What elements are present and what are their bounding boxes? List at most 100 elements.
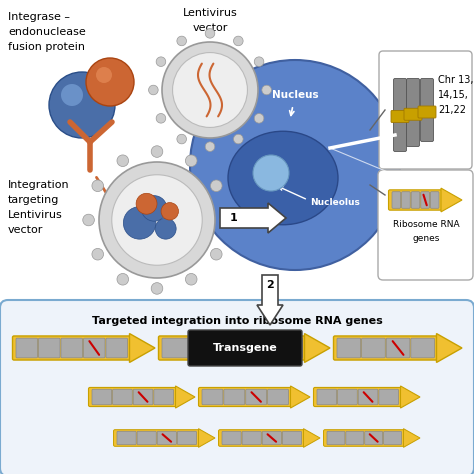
FancyBboxPatch shape [113, 429, 200, 447]
Circle shape [155, 218, 176, 239]
FancyBboxPatch shape [365, 431, 383, 445]
Text: Transgene: Transgene [213, 343, 277, 353]
FancyBboxPatch shape [401, 191, 410, 208]
FancyBboxPatch shape [411, 191, 420, 208]
Text: fusion protein: fusion protein [8, 42, 85, 52]
Text: 14,15,: 14,15, [438, 90, 469, 100]
Circle shape [185, 155, 197, 166]
Circle shape [173, 53, 247, 128]
FancyBboxPatch shape [137, 431, 156, 445]
FancyBboxPatch shape [358, 389, 378, 405]
Circle shape [205, 28, 215, 38]
FancyBboxPatch shape [199, 387, 292, 407]
FancyBboxPatch shape [117, 431, 136, 445]
Polygon shape [129, 334, 155, 363]
Circle shape [219, 214, 231, 226]
Circle shape [141, 196, 167, 221]
FancyBboxPatch shape [346, 431, 364, 445]
Circle shape [234, 134, 243, 144]
FancyBboxPatch shape [389, 190, 443, 210]
Circle shape [253, 155, 289, 191]
FancyBboxPatch shape [418, 106, 436, 118]
FancyBboxPatch shape [38, 338, 60, 358]
Circle shape [190, 60, 400, 270]
Circle shape [210, 248, 222, 260]
Text: Nucleolus: Nucleolus [310, 198, 360, 207]
FancyBboxPatch shape [197, 338, 232, 358]
Circle shape [254, 113, 264, 123]
Text: 1: 1 [230, 213, 238, 223]
Circle shape [92, 248, 103, 260]
FancyBboxPatch shape [92, 389, 111, 405]
FancyBboxPatch shape [386, 338, 410, 358]
Polygon shape [303, 428, 320, 447]
FancyBboxPatch shape [407, 79, 419, 146]
FancyBboxPatch shape [106, 338, 128, 358]
FancyBboxPatch shape [327, 431, 345, 445]
Circle shape [61, 84, 83, 106]
FancyBboxPatch shape [12, 336, 131, 360]
Circle shape [112, 175, 202, 265]
Polygon shape [304, 334, 330, 363]
FancyBboxPatch shape [268, 389, 289, 405]
FancyBboxPatch shape [391, 110, 409, 122]
Circle shape [123, 207, 156, 239]
FancyBboxPatch shape [242, 431, 261, 445]
Text: Lentivirus: Lentivirus [182, 8, 237, 18]
Circle shape [254, 57, 264, 66]
FancyBboxPatch shape [378, 170, 473, 280]
FancyBboxPatch shape [89, 387, 177, 407]
Circle shape [136, 193, 157, 214]
Circle shape [177, 134, 186, 144]
FancyBboxPatch shape [268, 338, 302, 358]
Circle shape [99, 162, 215, 278]
FancyBboxPatch shape [157, 431, 176, 445]
FancyBboxPatch shape [393, 79, 407, 152]
Circle shape [49, 72, 115, 138]
Circle shape [210, 180, 222, 191]
Text: vector: vector [192, 23, 228, 33]
Circle shape [177, 36, 186, 46]
FancyBboxPatch shape [61, 338, 82, 358]
FancyBboxPatch shape [362, 338, 385, 358]
FancyBboxPatch shape [202, 389, 223, 405]
FancyBboxPatch shape [379, 389, 399, 405]
FancyBboxPatch shape [404, 108, 422, 120]
FancyBboxPatch shape [224, 389, 245, 405]
Text: targeting: targeting [8, 195, 59, 205]
Polygon shape [441, 188, 462, 212]
FancyBboxPatch shape [158, 336, 306, 360]
Circle shape [117, 155, 128, 166]
FancyBboxPatch shape [323, 429, 405, 447]
Ellipse shape [228, 131, 338, 225]
Text: 2: 2 [266, 280, 274, 290]
FancyBboxPatch shape [233, 338, 267, 358]
Circle shape [96, 67, 112, 83]
FancyBboxPatch shape [313, 387, 402, 407]
Polygon shape [291, 386, 310, 408]
Circle shape [205, 142, 215, 151]
Circle shape [83, 214, 94, 226]
Circle shape [86, 58, 134, 106]
FancyBboxPatch shape [379, 51, 472, 169]
FancyBboxPatch shape [334, 336, 438, 360]
Text: endonuclease: endonuclease [8, 27, 86, 37]
Polygon shape [175, 386, 195, 408]
Circle shape [156, 57, 166, 66]
FancyBboxPatch shape [283, 431, 301, 445]
FancyBboxPatch shape [411, 338, 435, 358]
FancyBboxPatch shape [83, 338, 105, 358]
FancyBboxPatch shape [262, 431, 282, 445]
Circle shape [156, 113, 166, 123]
Text: genes: genes [412, 234, 440, 243]
Circle shape [262, 85, 272, 95]
Text: 21,22: 21,22 [438, 105, 466, 115]
FancyBboxPatch shape [246, 389, 266, 405]
FancyBboxPatch shape [133, 389, 153, 405]
Polygon shape [403, 428, 420, 447]
Circle shape [151, 283, 163, 294]
FancyBboxPatch shape [337, 338, 361, 358]
FancyBboxPatch shape [162, 338, 196, 358]
Text: Ribosome RNA: Ribosome RNA [392, 220, 459, 229]
FancyBboxPatch shape [420, 79, 434, 142]
